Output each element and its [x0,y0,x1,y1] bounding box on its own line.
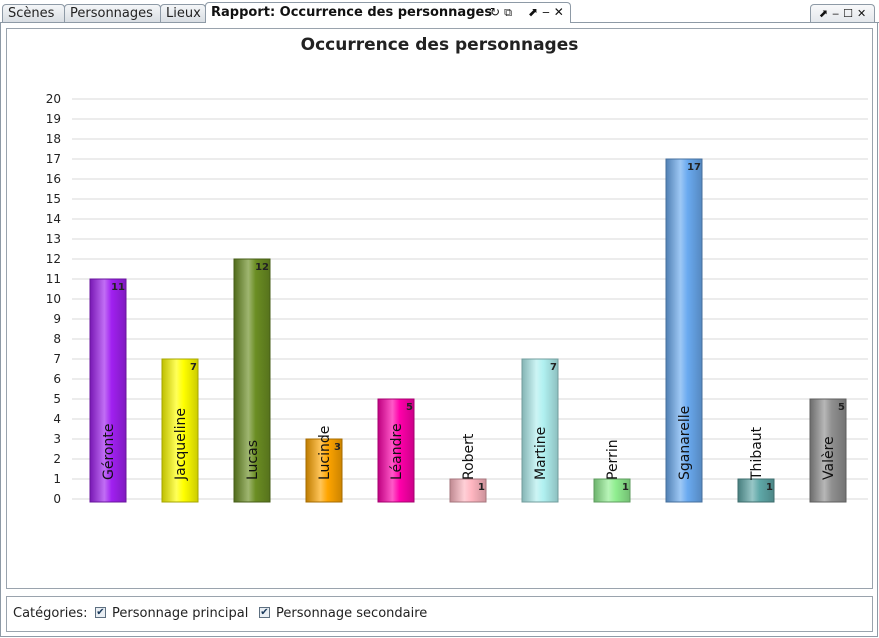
bar-group: 11 Géronte [89,278,127,503]
y-tick-label: 16 [46,172,61,186]
bar-value-label: 1 [622,482,629,493]
bar-category-label: Lucas [245,440,261,480]
checkbox-label-principal[interactable]: Personnage principal [112,606,249,621]
window-controls: ⬈ ‒ ☐ ✕ [810,4,875,22]
bar [305,438,343,503]
tab-lieux[interactable]: Lieux [160,4,206,22]
y-tick-label: 1 [53,472,61,486]
y-tick-label: 17 [46,152,61,166]
tab-personnages[interactable]: Personnages [64,4,161,22]
tab-label: Rapport: Occurrence des personnages [211,5,493,20]
tab-label: Lieux [166,6,201,21]
export-icon[interactable]: ⧉ [504,6,512,19]
checkbox-personnage-principal[interactable]: ✔ [95,607,106,618]
y-tick-label: 12 [46,252,61,266]
y-tick-label: 5 [53,392,61,406]
bar-value-label: 7 [550,362,557,373]
y-tick-label: 10 [46,292,61,306]
bar-category-label: Martine [533,427,549,480]
bar-category-label: Thibaut [749,426,765,481]
bar [449,478,487,503]
tab-rapport[interactable]: Rapport: Occurrence des personnages [205,2,571,23]
bar-group: 7 Jacqueline [161,358,199,503]
y-tick-label: 2 [53,452,61,466]
bar-value-label: 17 [687,162,701,173]
bar-category-label: Perrin [605,439,621,480]
content-frame [0,23,878,637]
tab-label: Personnages [70,6,153,21]
detach-window-icon[interactable]: ⬈ [818,7,829,20]
bar-group: 5 Valère [809,398,847,503]
bar-group: 12 Lucas [233,258,271,503]
bar [593,478,631,503]
bar [521,358,559,503]
bar-value-label: 5 [838,402,845,413]
minimize-window-icon[interactable]: ‒ [832,7,840,20]
close-icon[interactable]: ✕ [553,5,564,19]
y-tick-label: 0 [53,492,61,506]
y-tick-label: 3 [53,432,61,446]
bar [665,158,703,503]
checkbox-personnage-secondaire[interactable]: ✔ [259,607,270,618]
chart-title: Occurrence des personnages [300,35,579,55]
bar-category-label: Sganarelle [677,406,693,480]
minimize-icon[interactable]: ‒ [542,5,550,19]
bar-category-label: Léandre [389,423,405,480]
y-tick-label: 4 [53,412,61,426]
y-tick-label: 14 [46,212,61,226]
bar [233,258,271,503]
categories-bar [6,596,873,632]
y-tick-label: 13 [46,232,61,246]
detach-icon[interactable]: ⬈ [528,5,539,19]
bar [809,398,847,503]
y-tick-label: 18 [46,132,61,146]
y-tick-label: 7 [53,352,61,366]
y-tick-label: 19 [46,112,61,126]
bar-category-label: Valère [821,436,837,480]
bar-value-label: 1 [766,482,773,493]
bar [89,278,127,503]
bar-value-label: 1 [478,482,485,493]
bar [161,358,199,503]
maximize-window-icon[interactable]: ☐ [843,7,853,20]
y-tick-label: 9 [53,312,61,326]
close-window-icon[interactable]: ✕ [856,7,867,20]
bar-value-label: 11 [111,282,125,293]
checkbox-label-secondaire[interactable]: Personnage secondaire [276,606,428,621]
tab-actions: ↻ ⧉ [490,2,516,22]
y-tick-label: 11 [46,272,61,286]
bar-category-label: Géronte [101,424,117,480]
bar-value-label: 7 [190,362,197,373]
bar-value-label: 12 [255,262,269,273]
y-tick-label: 20 [46,92,61,106]
bar-group: 7 Martine [521,358,559,503]
y-tick-label: 8 [53,332,61,346]
y-tick-label: 15 [46,192,61,206]
chart-panel [6,28,873,589]
bar-group: 17 Sganarelle [665,158,703,503]
bar [377,398,415,503]
bar-category-label: Lucinde [317,426,333,480]
y-tick-label: 6 [53,372,61,386]
bar-value-label: 3 [334,442,341,453]
bar-value-label: 5 [406,402,413,413]
tab-label: Scènes [8,6,55,21]
bar [737,478,775,503]
tab-window-actions: ⬈ ‒ ✕ [528,2,568,22]
bar-category-label: Robert [461,433,477,480]
categories-label: Catégories: [13,606,88,621]
bar-category-label: Jacqueline [173,408,189,481]
refresh-icon[interactable]: ↻ [490,5,501,19]
